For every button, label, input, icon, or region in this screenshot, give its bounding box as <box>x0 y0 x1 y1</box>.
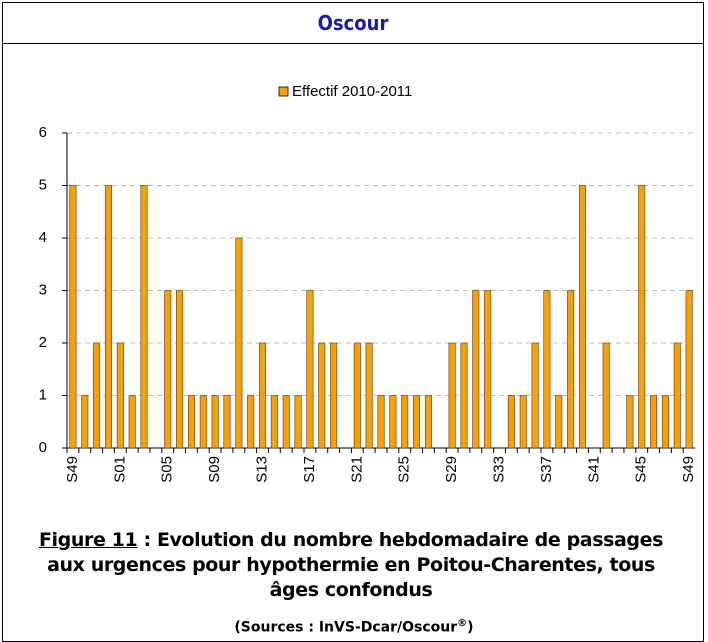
bar <box>187 395 195 449</box>
y-tick-label: 0 <box>39 439 47 456</box>
bar <box>555 395 563 449</box>
bar <box>259 342 267 449</box>
y-tick-label: 3 <box>39 281 47 298</box>
x-tick-label: S21 <box>348 456 365 483</box>
bar <box>507 395 515 449</box>
bar <box>472 290 480 449</box>
bar <box>282 395 290 449</box>
source-end: ) <box>467 619 474 636</box>
x-tick-label: S25 <box>396 456 413 483</box>
bar <box>318 342 326 449</box>
y-tick-label: 4 <box>39 229 47 246</box>
y-tick-label: 5 <box>39 176 47 193</box>
header-title: Oscour <box>3 3 703 44</box>
x-tick-label: S37 <box>538 456 555 483</box>
y-tick-label: 2 <box>39 334 47 351</box>
bar <box>69 185 77 449</box>
bar <box>673 342 681 449</box>
bar <box>650 395 658 449</box>
bar <box>567 290 575 449</box>
bar <box>543 290 551 449</box>
bar <box>128 395 136 449</box>
bar <box>626 395 634 449</box>
x-tick-label: S33 <box>490 456 507 483</box>
y-tick-label: 1 <box>39 386 47 403</box>
bar <box>330 342 338 449</box>
x-tick-label: S09 <box>206 456 223 483</box>
x-tick-label: S01 <box>111 456 128 483</box>
bar <box>306 290 314 449</box>
bar <box>104 185 112 449</box>
bar <box>413 395 421 449</box>
bar <box>448 342 456 449</box>
y-tick-label: 6 <box>39 124 47 141</box>
bar <box>176 290 184 449</box>
legend-label: Effectif 2010-2011 <box>292 83 412 100</box>
x-tick-label: S49 <box>680 456 697 483</box>
figure-label: Figure 11 <box>38 529 138 551</box>
source: (Sources : InVS-Dcar/Oscour®) <box>0 618 708 636</box>
bar <box>578 185 586 449</box>
bar <box>460 342 468 449</box>
bar <box>602 342 610 449</box>
bar <box>247 395 255 449</box>
bar <box>424 395 432 449</box>
bar <box>164 290 172 449</box>
x-tick-label: S41 <box>585 456 602 483</box>
bar <box>235 237 243 449</box>
bar <box>389 395 397 449</box>
source-mark: ® <box>457 618 468 629</box>
bar <box>685 290 693 449</box>
source-text: (Sources : InVS-Dcar/Oscour <box>234 619 458 636</box>
bar <box>353 342 361 449</box>
bar <box>93 342 101 449</box>
bar <box>81 395 89 449</box>
bar <box>519 395 527 449</box>
bar <box>638 185 646 449</box>
x-tick-label: S45 <box>633 456 650 483</box>
bar <box>484 290 492 449</box>
bar <box>531 342 539 449</box>
bar <box>401 395 409 449</box>
x-tick-label: S17 <box>301 456 318 483</box>
bar <box>223 395 231 449</box>
bar <box>211 395 219 449</box>
bar <box>199 395 207 449</box>
x-tick-label: S05 <box>159 456 176 483</box>
bar <box>365 342 373 449</box>
caption-text: : Evolution du nombre hebdomadaire de pa… <box>47 529 664 601</box>
x-tick-label: S13 <box>253 456 270 483</box>
bar <box>140 185 148 449</box>
x-tick-label: S29 <box>443 456 460 483</box>
bar <box>116 342 124 449</box>
bar <box>377 395 385 449</box>
legend-swatch <box>278 86 289 97</box>
x-tick-label: S49 <box>64 456 81 483</box>
caption: Figure 11 : Evolution du nombre hebdomad… <box>20 528 682 603</box>
bar <box>270 395 278 449</box>
bar <box>661 395 669 449</box>
bar <box>294 395 302 449</box>
